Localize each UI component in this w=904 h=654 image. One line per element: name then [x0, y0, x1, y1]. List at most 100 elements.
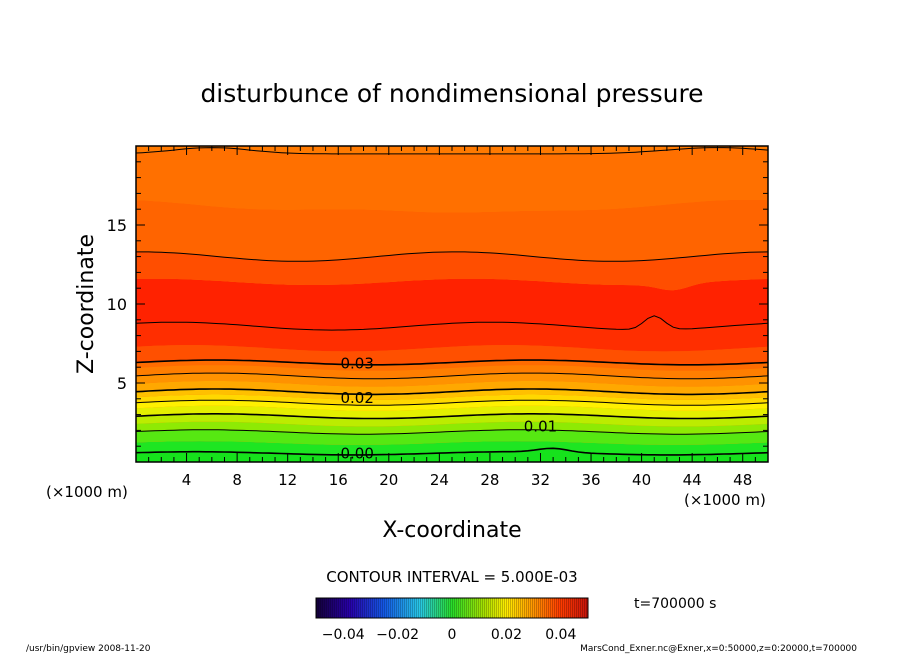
contour-label: 0.03	[340, 354, 373, 372]
colorbar-swatch	[328, 598, 331, 618]
colorbar-swatch	[516, 598, 519, 618]
colorbar-swatch	[346, 598, 349, 618]
colorbar-swatch	[560, 598, 563, 618]
colorbar-swatch	[552, 598, 555, 618]
colorbar-swatch	[564, 598, 567, 618]
colorbar-swatch	[362, 598, 365, 618]
colorbar-swatch	[506, 598, 509, 618]
y-tick-label: 15	[107, 216, 127, 235]
colorbar-swatch	[538, 598, 541, 618]
colorbar-swatch	[354, 598, 357, 618]
colorbar-swatch	[368, 598, 371, 618]
colorbar-swatch	[376, 598, 379, 618]
colorbar-swatch	[542, 598, 545, 618]
colorbar-swatch	[464, 598, 467, 618]
colorbar-swatch	[412, 598, 415, 618]
colorbar-swatch	[550, 598, 553, 618]
colorbar-swatch	[370, 598, 373, 618]
colorbar-swatch	[498, 598, 501, 618]
colorbar-swatch	[364, 598, 367, 618]
colorbar-swatch	[448, 598, 451, 618]
colorbar-swatch	[584, 598, 587, 618]
colorbar-swatch	[536, 598, 539, 618]
x-tick-label: 36	[581, 471, 600, 489]
colorbar-swatch	[438, 598, 441, 618]
colorbar-swatch	[352, 598, 355, 618]
contour-band	[136, 345, 768, 365]
colorbar-swatch	[444, 598, 447, 618]
colorbar-swatch	[520, 598, 523, 618]
colorbar-swatch	[450, 598, 453, 618]
x-tick-label: 12	[278, 471, 297, 489]
colorbar-swatch	[324, 598, 327, 618]
colorbar-swatch	[330, 598, 333, 618]
colorbar-swatch	[414, 598, 417, 618]
colorbar-swatch	[386, 598, 389, 618]
colorbar-swatch	[416, 598, 419, 618]
plot-field	[136, 146, 768, 462]
contour-label: 0.00	[340, 445, 373, 463]
contour-band	[136, 373, 768, 387]
colorbar-swatch	[430, 598, 433, 618]
colorbar-swatch	[460, 598, 463, 618]
colorbar-swatch	[540, 598, 543, 618]
colorbar-swatch	[504, 598, 507, 618]
colorbar-swatch	[424, 598, 427, 618]
colorbar-swatch	[544, 598, 547, 618]
colorbar-swatch	[420, 598, 423, 618]
colorbar-swatch	[358, 598, 361, 618]
colorbar-swatch	[374, 598, 377, 618]
colorbar-swatch	[490, 598, 493, 618]
contour-band	[136, 441, 768, 455]
colorbar-swatch	[332, 598, 335, 618]
colorbar-swatch	[528, 598, 531, 618]
colorbar-frame	[315, 597, 589, 619]
colorbar-swatch	[534, 598, 537, 618]
colorbar-swatch	[474, 598, 477, 618]
colorbar-swatch	[440, 598, 443, 618]
colorbar-swatch	[472, 598, 475, 618]
colorbar-swatch	[510, 598, 513, 618]
colorbar-swatch	[402, 598, 405, 618]
colorbar-swatch	[326, 598, 329, 618]
y-axis-label: Z-coordinate	[74, 234, 99, 374]
colorbar-swatch	[404, 598, 407, 618]
colorbar-tick-label: 0.02	[491, 627, 522, 643]
x-tick-label: 20	[379, 471, 398, 489]
colorbar-swatch	[392, 598, 395, 618]
colorbar-swatch	[546, 598, 549, 618]
colorbar-swatch	[480, 598, 483, 618]
colorbar-swatch	[372, 598, 375, 618]
colorbar-swatch	[468, 598, 471, 618]
colorbar-tick-label: 0.04	[545, 627, 576, 643]
contour-line	[136, 359, 768, 366]
contour-band	[136, 278, 768, 331]
colorbar-swatch	[466, 598, 469, 618]
colorbar-swatch	[340, 598, 343, 618]
colorbar-swatch	[454, 598, 457, 618]
colorbar-swatch	[556, 598, 559, 618]
colorbar-swatch	[426, 598, 429, 618]
colorbar-swatch	[476, 598, 479, 618]
colorbar-swatch	[508, 598, 511, 618]
x-tick-label: 48	[733, 471, 752, 489]
colorbar-swatch	[388, 598, 391, 618]
colorbar-swatch	[582, 598, 585, 618]
y-tick-label: 10	[107, 295, 127, 314]
colorbar-swatch	[462, 598, 465, 618]
contour-band	[136, 147, 768, 213]
x-tick-label: 24	[430, 471, 449, 489]
footer-left: /usr/bin/gpview 2008-11-20	[26, 644, 151, 654]
colorbar-swatch	[532, 598, 535, 618]
colorbar-swatch	[356, 598, 359, 618]
colorbar-swatch	[442, 598, 445, 618]
colorbar-swatch	[456, 598, 459, 618]
x-unit-right: (×1000 m)	[684, 491, 766, 509]
colorbar-swatch	[382, 598, 385, 618]
contour-line	[136, 315, 768, 331]
colorbar-swatch	[576, 598, 579, 618]
colorbar-swatch	[316, 598, 319, 618]
x-tick-label: 4	[182, 471, 192, 489]
colorbar-swatch	[432, 598, 435, 618]
